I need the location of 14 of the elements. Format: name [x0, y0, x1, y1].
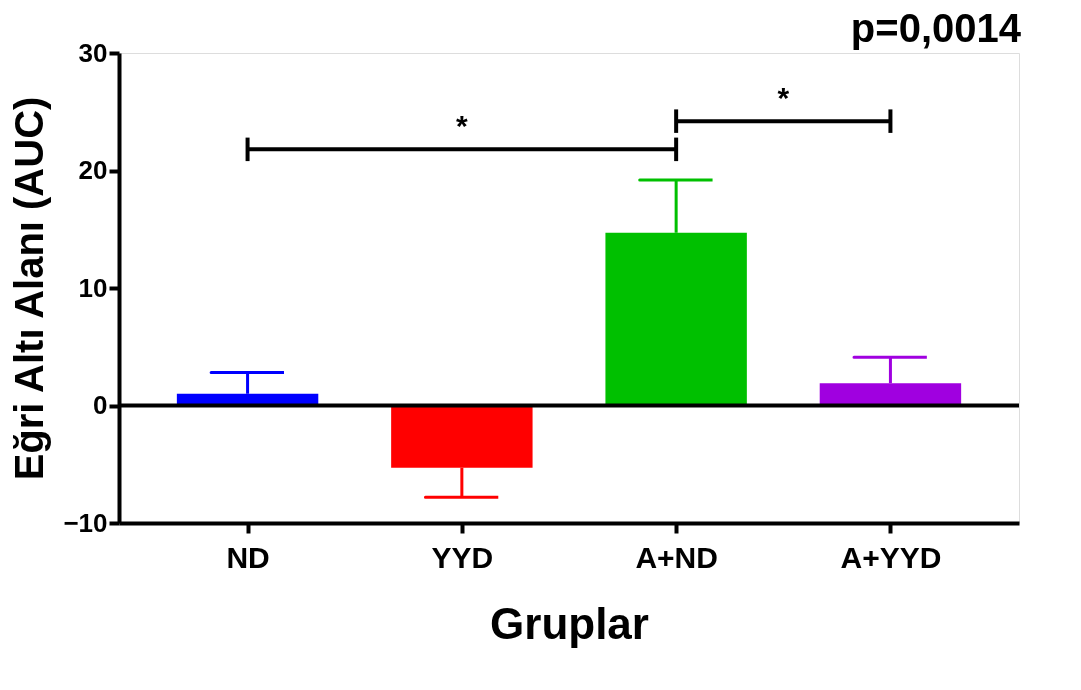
annotation: *	[777, 81, 790, 115]
chart-title: p=0,0014	[850, 6, 1022, 50]
y-tick-label: 10	[78, 272, 108, 303]
y-tick-label: 20	[78, 155, 108, 185]
y-tick-label: 0	[93, 390, 108, 420]
annotation: *	[456, 109, 469, 143]
y-tick-label: −10	[63, 507, 108, 538]
y-axis-title: Eğri Altı Alanı (AUC)	[7, 96, 52, 481]
x-tick-label: A+YYD	[840, 540, 942, 574]
x-tick-label: ND	[226, 540, 270, 574]
x-tick-label: A+ND	[635, 540, 718, 574]
x-axis-title: Gruplar	[490, 598, 649, 648]
y-tick-label: 30	[78, 37, 108, 68]
x-tick-label: YYD	[431, 540, 494, 574]
